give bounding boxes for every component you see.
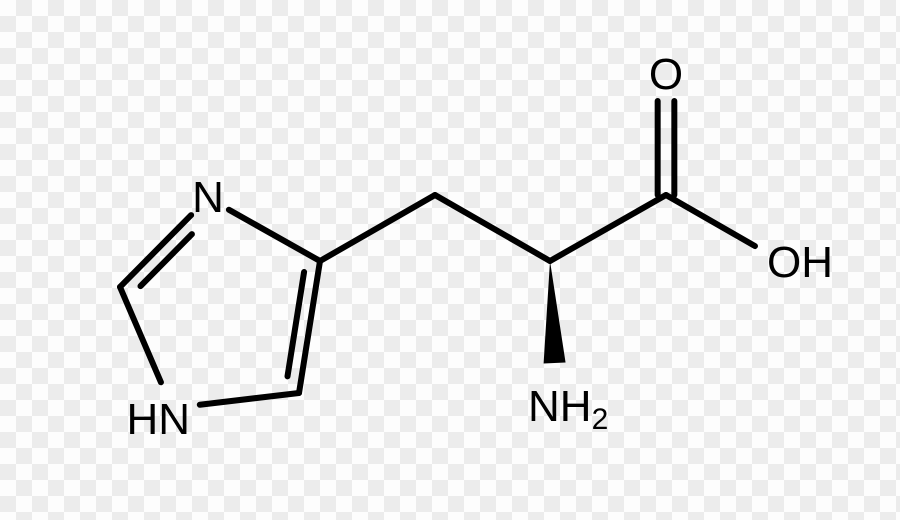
atom-label-n4: NH2: [528, 382, 608, 436]
atom-label-n3: HN: [126, 395, 190, 444]
atom-label-o2: OH: [767, 238, 833, 287]
stereo-wedge: [544, 261, 566, 364]
molecule-diagram: N O OH HN NH2: [0, 0, 900, 520]
atom-label-o1: O: [649, 50, 683, 99]
atom-label-n1: N: [192, 173, 224, 222]
